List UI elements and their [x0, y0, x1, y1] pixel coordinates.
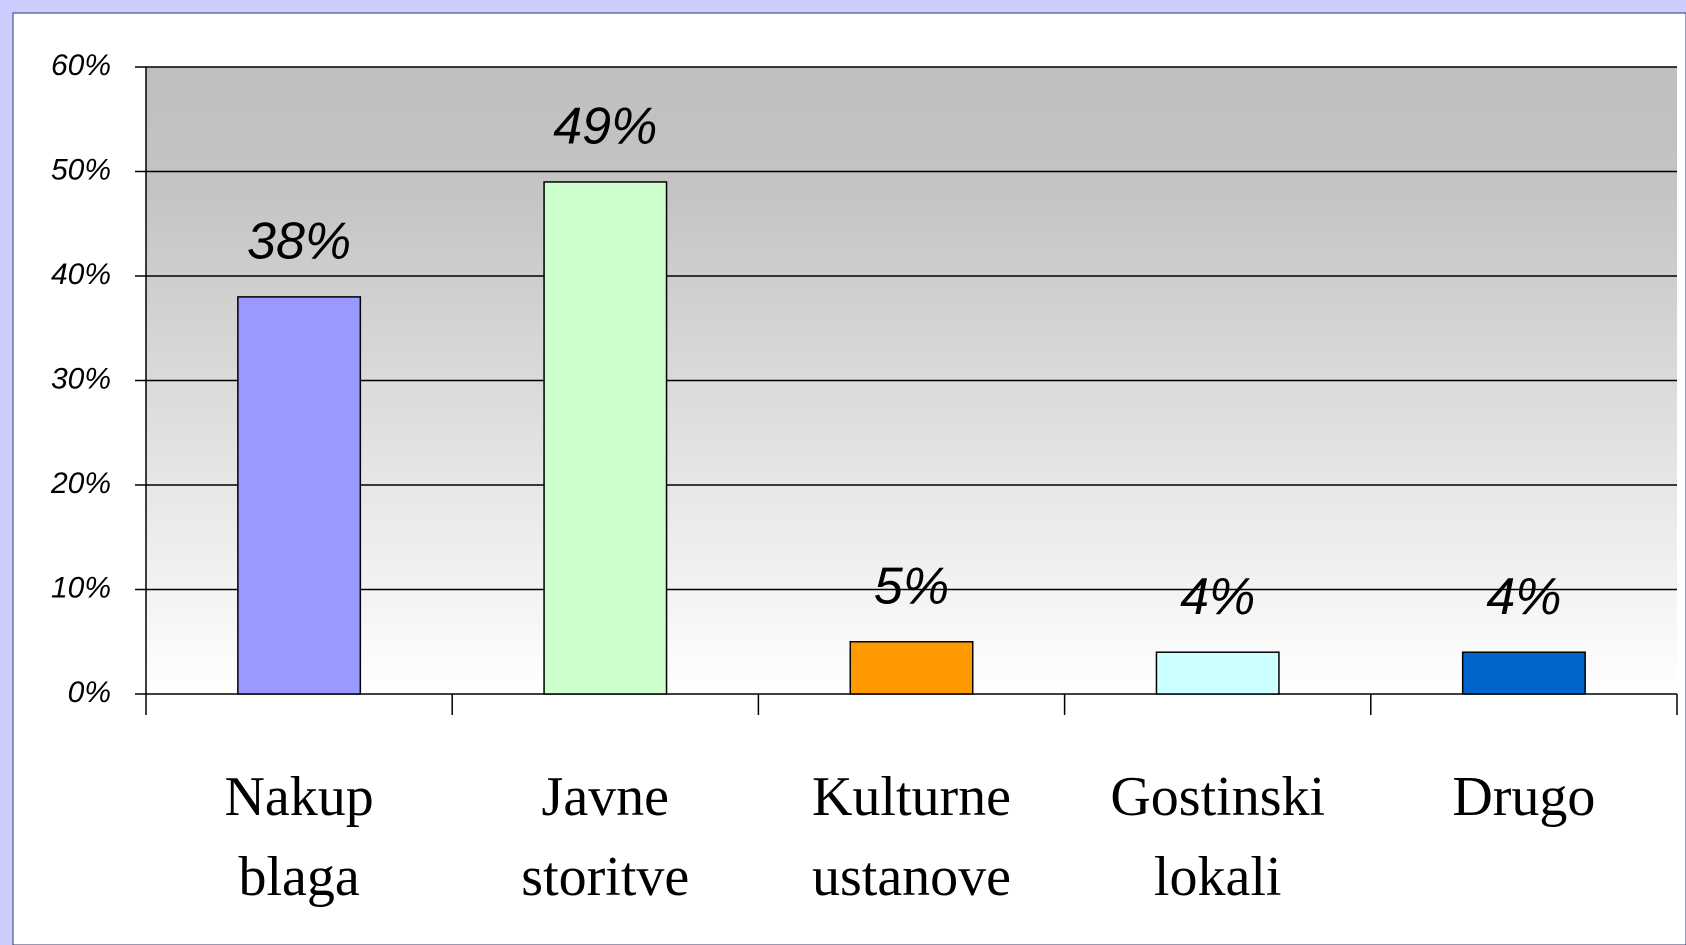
value-label: 49%: [553, 98, 657, 156]
bar: [849, 641, 974, 695]
y-tick-label: 10%: [51, 571, 111, 604]
y-tick-label: 20%: [50, 467, 111, 500]
y-tick-label: 30%: [51, 362, 111, 395]
y-tick-label: 50%: [51, 153, 111, 186]
x-tick-label: Kulturne ustanove: [812, 766, 1011, 908]
x-tick-label: Javne storitve: [521, 766, 689, 908]
bar: [543, 181, 668, 695]
value-label: 38%: [247, 213, 351, 271]
bar: [1461, 651, 1586, 695]
y-tick-label: 40%: [51, 258, 111, 291]
x-tick-label: Drugo: [1452, 766, 1595, 828]
value-label: 4%: [1486, 568, 1561, 626]
value-label: 4%: [1180, 568, 1255, 626]
bar: [1155, 651, 1280, 695]
x-tick-label: Nakup blaga: [224, 766, 373, 908]
value-label: 5%: [874, 557, 949, 615]
y-tick-label: 0%: [68, 676, 111, 709]
bar: [237, 296, 362, 695]
y-tick-label: 60%: [51, 49, 111, 82]
x-tick-label: Gostinski lokali: [1110, 766, 1325, 908]
